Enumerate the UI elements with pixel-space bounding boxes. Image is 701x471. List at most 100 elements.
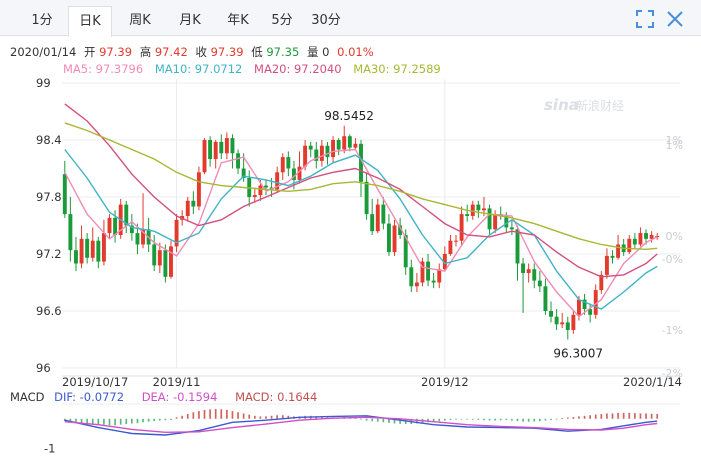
macd-histogram-bar (421, 418, 424, 423)
candle (632, 233, 637, 249)
macd-histogram-bar (153, 418, 156, 422)
macd-histogram-bar (443, 418, 446, 421)
candle-body (275, 172, 280, 190)
tab-yearly-k[interactable]: 年K (227, 13, 249, 28)
percent-axis: 1%1% 0% -0% -1% -2% (662, 134, 683, 380)
candle (336, 138, 341, 156)
candle (481, 197, 486, 216)
candle (291, 160, 296, 190)
info-high-label: 高 (139, 45, 152, 59)
candle-body (420, 261, 425, 283)
candle-body (185, 200, 190, 216)
candle-body (638, 233, 643, 245)
candle-body (632, 238, 637, 245)
candle (124, 200, 129, 234)
fullscreen-icon[interactable] (636, 10, 654, 28)
moving-average-lines (64, 103, 658, 318)
macd-histogram-bar (611, 413, 614, 419)
candle (599, 271, 604, 294)
candle-body (476, 204, 481, 211)
candle (431, 273, 436, 289)
ma5-label: MA5: 97.3796 (63, 62, 144, 76)
candle-body (526, 269, 531, 273)
candle (621, 238, 626, 256)
macd-histogram-bar (270, 415, 273, 419)
macd-histogram-bar (505, 418, 508, 420)
candle-body (470, 204, 475, 216)
macd-histogram-bar (186, 414, 189, 419)
info-volume-value: 0 (322, 45, 330, 59)
candle-body (353, 143, 358, 148)
macd-histogram-bar (332, 417, 334, 419)
candle (381, 197, 386, 230)
ma20-line (64, 103, 658, 278)
candle (493, 210, 498, 234)
macd-histogram-bar (555, 418, 558, 420)
macd-histogram-bar (388, 418, 390, 423)
candle-body (79, 238, 84, 264)
macd-histogram-bar (410, 418, 413, 425)
candle-body (157, 250, 162, 266)
candle-body (129, 225, 134, 234)
macd-histogram-bar (634, 413, 636, 419)
pct-tick-label: 0% (666, 230, 683, 243)
macd-histogram-bar (170, 418, 172, 420)
candle-body (448, 240, 453, 254)
macd-histogram-bar (639, 413, 642, 419)
candle-body (577, 299, 581, 315)
price-axis: 99 98.4 97.8 97.2 96.6 96 (36, 76, 62, 375)
tab-monthly-k[interactable]: 月K (179, 13, 201, 28)
ma20-label: MA20: 97.2040 (254, 62, 342, 76)
ohlc-info-row: 2020/01/14 开 97.39 高 97.42 收 97.39 低 97.… (10, 44, 374, 60)
candle-body (68, 214, 73, 251)
candle-body (459, 214, 464, 241)
tab-daily-k[interactable]: 日K (68, 6, 112, 37)
candle-body (85, 238, 90, 258)
candle (101, 219, 106, 266)
macd-histogram-bar (147, 418, 150, 422)
candle-body (113, 217, 118, 235)
candle (437, 263, 442, 289)
candle (68, 197, 73, 262)
candle (498, 206, 503, 220)
candle (275, 166, 280, 194)
info-high-value: 97.42 (154, 45, 188, 59)
candle (655, 233, 660, 240)
macd-histogram-bar (354, 417, 357, 419)
macd-dif-line (64, 415, 658, 436)
candle (448, 235, 453, 256)
candle-body (398, 225, 403, 235)
candle-body (509, 227, 514, 230)
macd-histogram-bar (656, 414, 659, 419)
macd-histogram-bar (287, 415, 290, 419)
candle (113, 210, 118, 243)
close-icon[interactable] (666, 10, 684, 28)
macd-histogram-bar (158, 418, 161, 421)
candle (90, 227, 95, 262)
macd-histogram-bar (416, 418, 418, 424)
macd-histogram-bar (63, 418, 66, 422)
candle-body (180, 216, 185, 220)
candle (554, 309, 559, 330)
macd-histogram-bar (281, 415, 284, 419)
macd-histogram-bar (203, 409, 206, 419)
candle-body (604, 255, 609, 275)
candle (359, 140, 363, 197)
candle-body (593, 290, 598, 315)
macd-histogram-bar (131, 418, 133, 424)
tab-weekly-k[interactable]: 周K (129, 13, 151, 28)
macd-title: MACD (10, 390, 45, 404)
macd-histogram-bar (427, 418, 429, 423)
tab-30min[interactable]: 30分 (311, 13, 341, 28)
macd-histogram-bar (75, 418, 77, 423)
candle-body (196, 172, 201, 207)
candle-body (124, 204, 129, 226)
candle-body (554, 316, 559, 325)
tab-1min[interactable]: 1分 (31, 13, 53, 28)
tab-5min[interactable]: 5分 (271, 13, 293, 28)
macd-histogram-bar (198, 411, 200, 419)
candle-body (314, 149, 319, 161)
macd-histogram-bar (466, 418, 469, 420)
candle-body (230, 138, 235, 154)
candle-body (644, 233, 648, 239)
